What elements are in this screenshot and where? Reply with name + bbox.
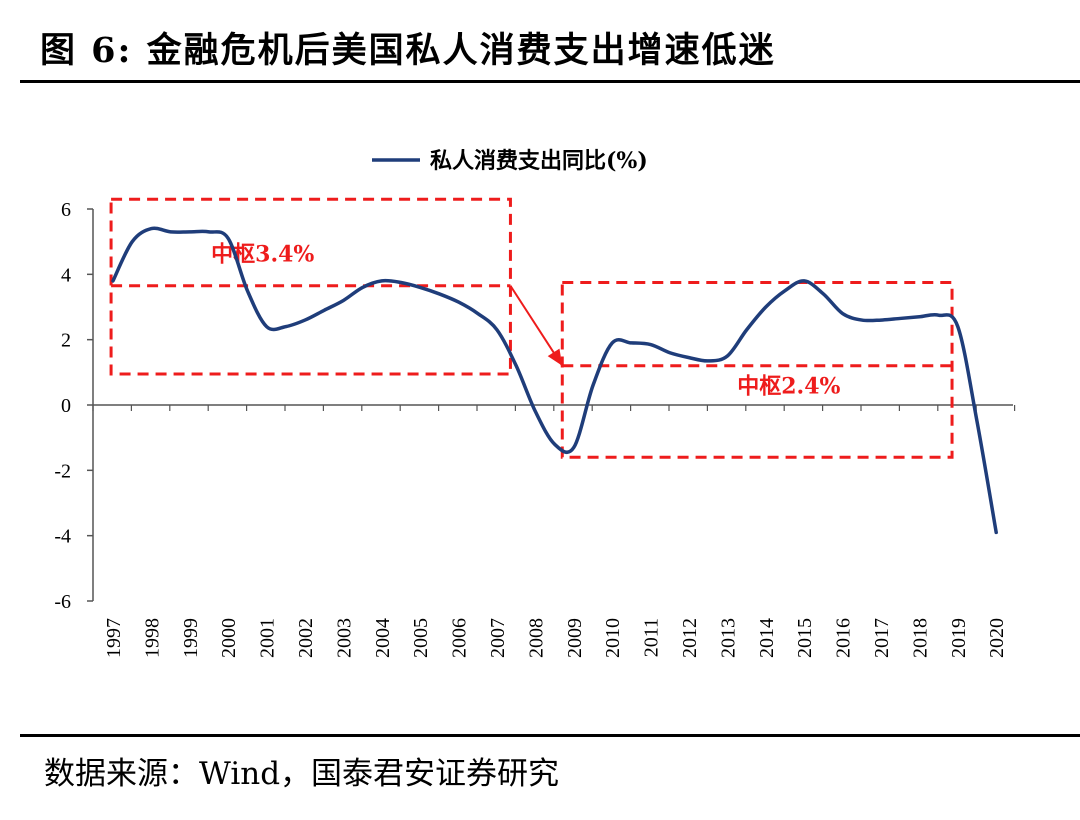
y-tick-label: 2 xyxy=(61,330,71,352)
x-tick-label: 2009 xyxy=(564,618,586,658)
x-tick-label: 2014 xyxy=(756,618,778,658)
x-tick-label: 2012 xyxy=(679,618,701,658)
x-tick-label: 2013 xyxy=(717,618,739,658)
y-tick-label: 0 xyxy=(61,395,71,417)
series-line-pce xyxy=(111,226,998,535)
source-rule xyxy=(20,734,1080,737)
x-tick-label: 2007 xyxy=(487,618,509,658)
x-tick-label: 2006 xyxy=(449,618,471,658)
x-tick-label: 2010 xyxy=(602,618,624,658)
x-tick-label: 2015 xyxy=(794,618,816,658)
x-tick-label: 2003 xyxy=(333,618,355,658)
x-tick-label: 2004 xyxy=(372,618,394,658)
annotation-label: 中枢3.4% xyxy=(211,241,314,267)
y-tick-label: 6 xyxy=(61,199,71,221)
annotation-label: 中枢2.4% xyxy=(737,374,840,400)
chart-legend: 私人消费支出同比(%) xyxy=(372,148,648,174)
x-tick-label: 2011 xyxy=(641,618,663,657)
x-tick-label: 1997 xyxy=(103,618,125,658)
x-tick-label: 2016 xyxy=(833,618,855,658)
annotation-arrow-head xyxy=(547,348,563,366)
x-axis: 1997 1998 1999 2000 2001 2002 2003 2004 2005 2006… xyxy=(92,404,1016,658)
page-title: 图 6: 金融危机后美国私人消费支出增速低迷 xyxy=(40,30,776,71)
pce-line-chart: 私人消费支出同比(%) 6 4 2 0 -2 -4 -6 1997 1998 1999 2000 2… xyxy=(54,148,1016,658)
annotations: 中枢3.4% 中枢2.4% xyxy=(109,197,954,459)
x-tick-label: 2019 xyxy=(948,618,970,658)
x-tick-label: 2020 xyxy=(986,618,1008,658)
title-rule xyxy=(20,80,1080,83)
y-tick-label: -4 xyxy=(54,526,71,548)
source-note: 数据来源：Wind，国泰君安证券研究 xyxy=(44,756,560,792)
x-tick-label: 1998 xyxy=(141,618,163,658)
x-tick-label: 2001 xyxy=(257,618,279,658)
x-tick-label: 2005 xyxy=(410,618,432,658)
y-axis: 6 4 2 0 -2 -4 -6 xyxy=(54,199,94,613)
x-tick-label: 2017 xyxy=(871,618,893,658)
legend-label: 私人消费支出同比(%) xyxy=(430,148,648,174)
x-tick-label: 2000 xyxy=(218,618,240,658)
y-tick-label: 4 xyxy=(61,264,71,286)
y-tick-label: -6 xyxy=(54,591,71,613)
series-layer xyxy=(111,226,998,535)
x-tick-label: 1999 xyxy=(180,618,202,658)
x-tick-label: 2002 xyxy=(295,618,317,658)
x-tick-label: 2008 xyxy=(525,618,547,658)
y-tick-label: -2 xyxy=(54,460,71,482)
annotation-box xyxy=(560,281,954,459)
x-tick-label: 2018 xyxy=(909,618,931,658)
